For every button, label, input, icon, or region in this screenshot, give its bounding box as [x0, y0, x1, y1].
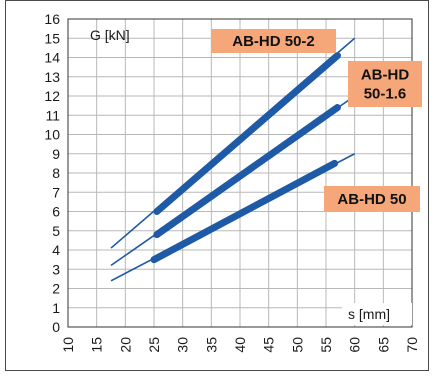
x-tick-label: 30 — [175, 337, 191, 353]
x-tick-label: 70 — [404, 337, 420, 353]
y-axis-label: G [kN] — [90, 27, 130, 43]
x-tick-label: 10 — [60, 337, 76, 353]
chart-frame: 0 1 2 3 4 5 6 7 8 9 10 11 12 13 14 15 16 10 15 20 25 30 35 40 45… — [5, 0, 429, 371]
x-tick-label: 20 — [117, 337, 133, 353]
y-tick-label: 7 — [52, 184, 60, 200]
axes — [67, 18, 413, 328]
y-tick-label: 6 — [52, 204, 60, 220]
y-tick-label: 11 — [45, 107, 60, 123]
y-tick-label: 12 — [44, 88, 60, 104]
y-tick-label: 16 — [44, 11, 60, 27]
x-tick-label: 50 — [289, 337, 305, 353]
series-lines — [110, 37, 356, 282]
x-tick-label: 40 — [232, 337, 248, 353]
y-tick-label: 14 — [44, 50, 60, 66]
annotations: AB-HD 50-2 AB-HD 50-1.6 AB-HD 50 — [211, 29, 422, 212]
annotation-box-0: AB-HD 50-2 — [211, 29, 336, 53]
series-2 — [110, 153, 356, 282]
x-axis-label: s [mm] — [348, 306, 390, 322]
y-tick-label: 0 — [52, 319, 60, 335]
annotation-text: AB-HD — [361, 67, 409, 84]
annotation-background — [348, 61, 422, 107]
y-tick-label: 4 — [52, 242, 60, 258]
x-tick-label: 55 — [318, 337, 334, 353]
annotation-text: AB-HD 50-2 — [232, 33, 315, 50]
series-1 — [110, 95, 356, 267]
x-tick-label: 15 — [89, 337, 105, 353]
series-bold-line-2 — [150, 159, 339, 264]
x-tick-label: 60 — [347, 337, 363, 353]
x-tick-label: 45 — [261, 337, 277, 353]
x-axis-label-background — [342, 303, 412, 325]
annotation-background — [211, 29, 336, 53]
y-tick-label: 10 — [44, 127, 60, 143]
x-tick-label: 35 — [203, 337, 219, 353]
y-tick-label: 15 — [44, 30, 60, 46]
series-bold-line-0 — [153, 52, 341, 215]
annotation-text: AB-HD 50 — [337, 191, 406, 208]
y-tick-label: 13 — [44, 69, 60, 85]
x-tick-label: 65 — [375, 337, 391, 353]
y-tick-label: 8 — [52, 165, 60, 181]
y-tick-label: 3 — [52, 261, 60, 277]
plot-border — [67, 18, 413, 328]
annotation-text: 50-1.6 — [364, 86, 407, 103]
y-tick-label: 5 — [52, 223, 60, 239]
annotation-background — [324, 186, 420, 212]
y-tick-label: 1 — [52, 300, 60, 316]
annotation-box-2: AB-HD 50 — [324, 186, 420, 212]
y-tick-label: 9 — [52, 146, 60, 162]
x-tick-label: 25 — [146, 337, 162, 353]
series-0 — [110, 37, 356, 249]
series-bold-line-1 — [153, 104, 341, 239]
annotation-box-1: AB-HD 50-1.6 — [348, 61, 422, 107]
y-tick-label: 2 — [52, 281, 60, 297]
